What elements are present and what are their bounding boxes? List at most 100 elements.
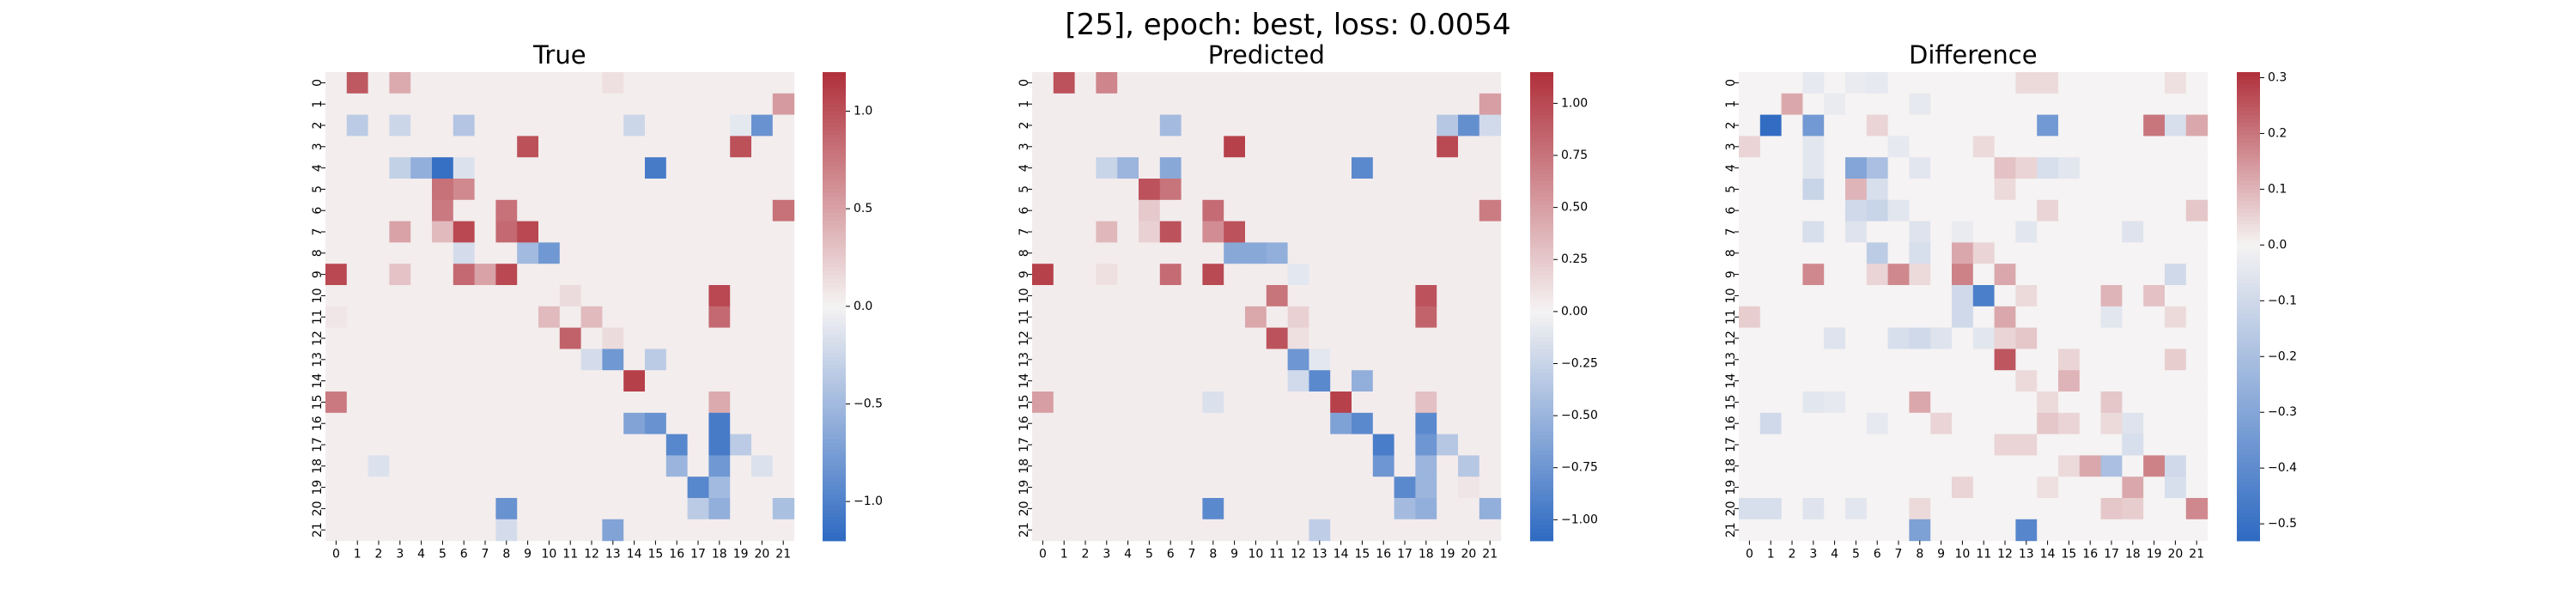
heatmap-cell [389, 179, 411, 201]
heatmap-cell [1159, 327, 1182, 349]
heatmap-cell [1372, 179, 1395, 201]
heatmap-cell [1802, 242, 1825, 264]
heatmap-cell [1415, 114, 1437, 137]
heatmap-cell [559, 455, 582, 477]
heatmap-cell [1802, 327, 1825, 349]
heatmap-cell [1032, 370, 1054, 392]
colorbar-segment [1530, 287, 1553, 292]
heatmap-cell [1887, 519, 1910, 542]
heatmap-cell [538, 114, 561, 137]
heatmap-cell [346, 392, 369, 414]
heatmap-cell [623, 157, 646, 179]
colorbar-tick-label: −0.50 [1561, 409, 1598, 422]
y-tick-label: 8 [311, 249, 325, 257]
heatmap-cell [1845, 199, 1868, 222]
heatmap-cell [2100, 349, 2123, 371]
colorbar-segment [823, 477, 846, 483]
heatmap-cell [1759, 498, 1783, 520]
heatmap-cell [730, 327, 752, 349]
heatmap-cell [559, 114, 582, 137]
colorbar-segment [823, 161, 846, 167]
x-tick-label: 7 [482, 548, 489, 562]
heatmap-cell [2058, 157, 2081, 179]
heatmap-cell [538, 285, 561, 307]
heatmap-cell [410, 455, 433, 477]
colorbar-segment [2237, 209, 2260, 214]
heatmap-cell [580, 199, 603, 222]
colorbar-segment [823, 80, 846, 85]
heatmap-cell [495, 455, 518, 477]
x-tick-label: 16 [1376, 548, 1391, 562]
heatmap-cell [708, 114, 731, 137]
heatmap-cell [1458, 72, 1480, 94]
heatmap-cell [1309, 114, 1331, 137]
colorbar-tick-label: 0.25 [1561, 252, 1588, 266]
heatmap-cell [1952, 199, 1974, 222]
heatmap-cell [1781, 306, 1803, 329]
heatmap-cell [1096, 199, 1118, 222]
heatmap-cell [1479, 392, 1502, 414]
heatmap-cell [2165, 434, 2187, 456]
colorbar-segment [1530, 411, 1553, 416]
heatmap-cell [2079, 72, 2102, 94]
heatmap-cell [1053, 519, 1076, 542]
heatmap-cell [1159, 199, 1182, 222]
heatmap-cell [2079, 264, 2102, 286]
colorbar-segment [2237, 197, 2260, 202]
heatmap-cell [1994, 306, 2016, 329]
heatmap-cell [1415, 519, 1437, 542]
heatmap-cell [559, 434, 582, 456]
heatmap-cell [1053, 306, 1076, 329]
heatmap-cell [1415, 72, 1437, 94]
heatmap-cell [1824, 327, 1846, 349]
colorbar-segment [1530, 115, 1553, 120]
heatmap-cell [1802, 306, 1825, 329]
heatmap-cell [1930, 93, 1953, 116]
colorbar-segment [2237, 513, 2260, 519]
heatmap-cell [1458, 157, 1480, 179]
heatmap-cell [2100, 327, 2123, 349]
colorbar-segment [2237, 458, 2260, 464]
heatmap-cell [1845, 392, 1868, 414]
heatmap-cell [432, 412, 454, 435]
heatmap-cell [2122, 285, 2144, 307]
heatmap-cell [474, 306, 496, 329]
heatmap-cell [708, 221, 731, 243]
heatmap-cell [772, 264, 795, 286]
heatmap-cell [1845, 455, 1868, 477]
heatmap-cell [1781, 434, 1803, 456]
heatmap-cell [1437, 157, 1459, 179]
colorbar-segment [1530, 126, 1553, 131]
heatmap-cell [1202, 221, 1224, 243]
heatmap-cell [2058, 412, 2081, 435]
colorbar-segment [823, 497, 846, 502]
colorbar-segment [2237, 310, 2260, 315]
heatmap-cell [2079, 157, 2102, 179]
heatmap-cell [1352, 114, 1374, 137]
heatmap-cell [559, 179, 582, 201]
heatmap-cell [1739, 519, 1761, 542]
heatmap-cell [2058, 285, 2081, 307]
heatmap-cell [1181, 455, 1203, 477]
colorbar-segment [1530, 494, 1553, 499]
heatmap-cell [1202, 434, 1224, 456]
y-tick-label: 19 [1018, 480, 1031, 495]
y-tick-label: 4 [311, 164, 325, 172]
heatmap-cell [751, 370, 774, 392]
colorbar-segment [823, 103, 846, 108]
heatmap-cell [495, 434, 518, 456]
colorbar-segment [823, 423, 846, 428]
heatmap-cell [410, 179, 433, 201]
colorbar-segment [823, 255, 846, 261]
heatmap-cell [2100, 412, 2123, 435]
heatmap-cell [687, 477, 709, 499]
heatmap-cell [580, 455, 603, 477]
heatmap-cell [772, 72, 795, 94]
colorbar-segment [2237, 532, 2260, 537]
heatmap-cell [432, 136, 454, 158]
heatmap-cell [1202, 455, 1224, 477]
heatmap-cell [602, 114, 624, 137]
heatmap-cell [368, 242, 390, 264]
colorbar-segment [1530, 380, 1553, 385]
